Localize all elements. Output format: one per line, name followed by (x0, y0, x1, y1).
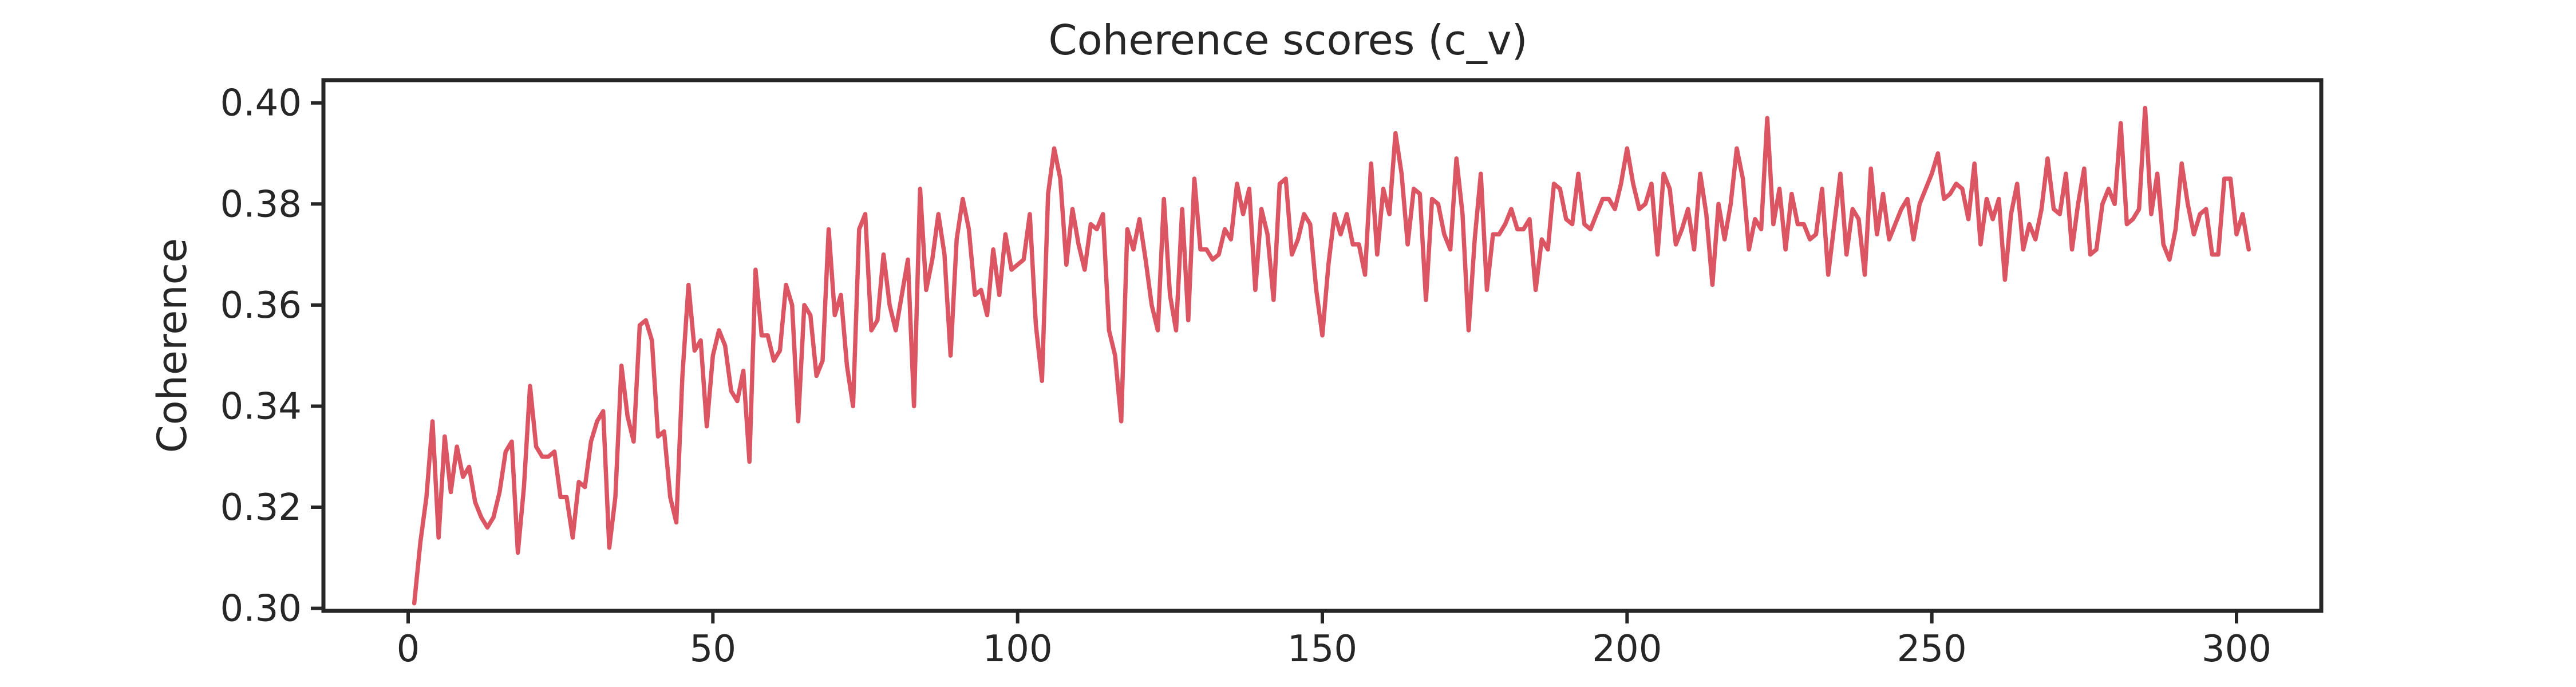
plot-frame (321, 78, 2324, 613)
y-tick-label: 0.32 (220, 487, 302, 529)
x-tick-label: 250 (1897, 628, 1967, 670)
series-group (412, 105, 2251, 606)
y-tick-label: 0.40 (220, 82, 302, 125)
x-tick-label: 150 (1287, 628, 1357, 670)
x-tick-label: 50 (690, 628, 736, 670)
y-tick-label: 0.38 (220, 183, 302, 226)
axis-ticks: 0 50 100 150 200 250 300 0.30 0.32 0.34 0.36 0.38 0.… (220, 82, 2272, 670)
chart-title: Coherence scores (c_v) (1048, 16, 1527, 64)
x-tick-label: 300 (2202, 628, 2271, 670)
x-tick-label: 200 (1592, 628, 1662, 670)
coherence-series-line (412, 105, 2251, 606)
y-tick-label: 0.36 (220, 285, 302, 327)
x-tick-label: 0 (397, 628, 420, 670)
y-tick-label: 0.34 (220, 385, 302, 428)
y-tick-label: 0.30 (220, 588, 302, 630)
x-tick-label: 100 (983, 628, 1053, 670)
y-axis-label: Coherence (149, 238, 196, 453)
